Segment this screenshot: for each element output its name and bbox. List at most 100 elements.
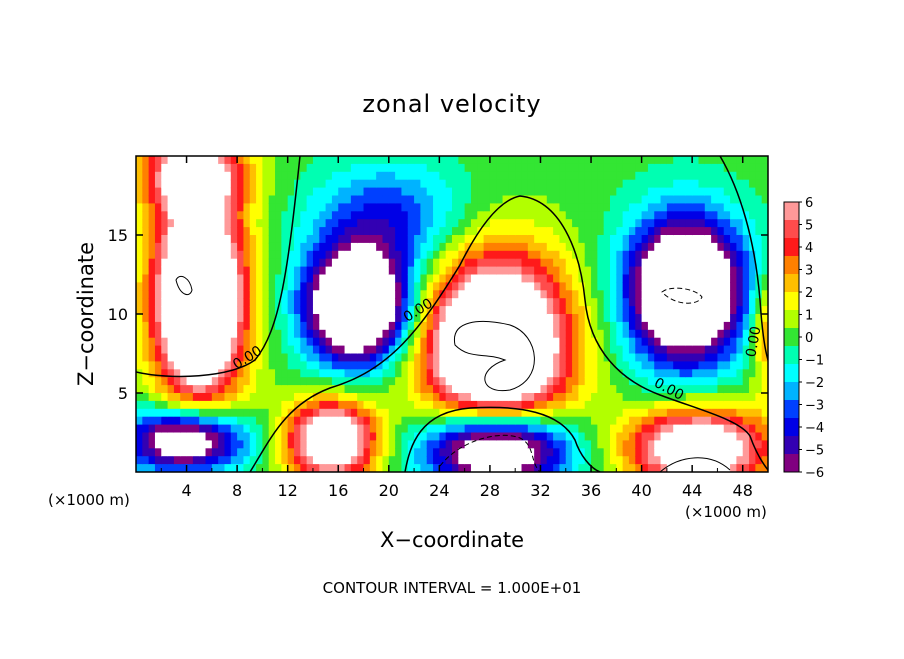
field-cell bbox=[502, 258, 510, 268]
field-cell bbox=[508, 290, 516, 299]
field-cell bbox=[711, 400, 719, 410]
field-cell bbox=[742, 219, 750, 228]
field-cell bbox=[452, 179, 459, 189]
field-cell bbox=[439, 448, 447, 457]
field-cell bbox=[685, 242, 693, 252]
field-cell bbox=[338, 306, 346, 315]
field-cell bbox=[704, 242, 712, 252]
field-cell bbox=[281, 290, 289, 299]
zero-contour-lower bbox=[404, 406, 601, 472]
field-cell bbox=[211, 353, 219, 362]
field-cell bbox=[736, 416, 744, 426]
field-cell bbox=[142, 211, 150, 220]
field-cell bbox=[749, 290, 756, 299]
field-cell bbox=[755, 416, 763, 426]
field-cell bbox=[635, 203, 643, 212]
field-cell bbox=[483, 282, 491, 291]
field-cell bbox=[496, 219, 504, 228]
field-cell bbox=[205, 440, 213, 449]
field-cell bbox=[237, 424, 245, 434]
field-cell bbox=[256, 219, 263, 228]
field-cell bbox=[376, 282, 384, 291]
x-tick-label: 48 bbox=[733, 481, 753, 500]
field-cell bbox=[641, 385, 649, 394]
x-tick-label: 32 bbox=[530, 481, 550, 500]
field-cell bbox=[420, 448, 428, 457]
field-cell bbox=[521, 440, 529, 449]
field-cell bbox=[673, 385, 681, 394]
field-cell bbox=[445, 337, 453, 347]
field-cell bbox=[281, 337, 289, 347]
field-cell bbox=[572, 377, 579, 386]
field-cell bbox=[268, 424, 276, 434]
field-cell bbox=[312, 345, 320, 355]
field-cell bbox=[173, 266, 181, 276]
field-cell bbox=[685, 235, 693, 244]
field-cell bbox=[224, 377, 232, 386]
field-cell bbox=[704, 187, 712, 197]
field-cell bbox=[148, 385, 156, 394]
field-cell bbox=[616, 290, 624, 299]
field-cell bbox=[673, 361, 681, 370]
field-cell bbox=[395, 353, 403, 362]
field-cell bbox=[161, 163, 169, 173]
field-cell bbox=[205, 250, 213, 260]
field-cell bbox=[300, 385, 308, 394]
field-cell bbox=[565, 274, 573, 283]
field-cell bbox=[414, 179, 421, 189]
field-cell bbox=[534, 156, 542, 165]
field-cell bbox=[489, 400, 497, 410]
field-cell bbox=[199, 385, 207, 394]
field-cell bbox=[628, 163, 636, 173]
field-cell bbox=[616, 242, 624, 252]
field-cell bbox=[369, 432, 377, 441]
field-cell bbox=[167, 448, 175, 457]
field-cell bbox=[578, 156, 586, 165]
field-cell bbox=[717, 400, 725, 410]
field-cell bbox=[136, 385, 143, 394]
field-cell bbox=[521, 258, 529, 268]
field-cell bbox=[736, 250, 744, 260]
field-cell bbox=[622, 211, 630, 220]
field-cell bbox=[736, 456, 744, 465]
field-cell bbox=[180, 242, 188, 252]
field-cell bbox=[180, 195, 188, 204]
field-cell bbox=[559, 219, 567, 228]
field-cell bbox=[186, 266, 194, 276]
field-cell bbox=[344, 321, 352, 331]
field-cell bbox=[439, 290, 447, 299]
field-cell bbox=[717, 203, 725, 212]
field-cell bbox=[654, 408, 662, 418]
field-cell bbox=[673, 424, 681, 434]
field-cell bbox=[711, 290, 719, 299]
field-cell bbox=[730, 456, 737, 465]
field-cell bbox=[180, 250, 188, 260]
field-cell bbox=[142, 321, 150, 331]
field-cell bbox=[616, 235, 624, 244]
field-cell bbox=[287, 187, 295, 197]
field-cell bbox=[730, 400, 737, 410]
field-cell bbox=[218, 258, 226, 268]
field-cell bbox=[154, 424, 162, 434]
field-cell bbox=[704, 440, 712, 449]
field-cell bbox=[553, 456, 561, 465]
field-cell bbox=[654, 290, 662, 299]
field-cell bbox=[275, 369, 282, 378]
field-cell bbox=[395, 171, 403, 181]
field-cell bbox=[647, 258, 655, 268]
field-cell bbox=[136, 329, 143, 339]
field-cell bbox=[458, 314, 466, 323]
field-cell bbox=[344, 187, 352, 197]
field-cell bbox=[679, 416, 687, 426]
field-cell bbox=[237, 440, 245, 449]
field-cell bbox=[331, 171, 339, 181]
field-cell bbox=[483, 464, 491, 472]
field-cell bbox=[148, 321, 156, 331]
field-cell bbox=[414, 282, 421, 291]
field-cell bbox=[591, 235, 598, 244]
field-cell bbox=[711, 242, 719, 252]
field-cell bbox=[546, 282, 554, 291]
field-cell bbox=[711, 385, 719, 394]
field-cell bbox=[199, 156, 207, 165]
field-cell bbox=[755, 258, 763, 268]
